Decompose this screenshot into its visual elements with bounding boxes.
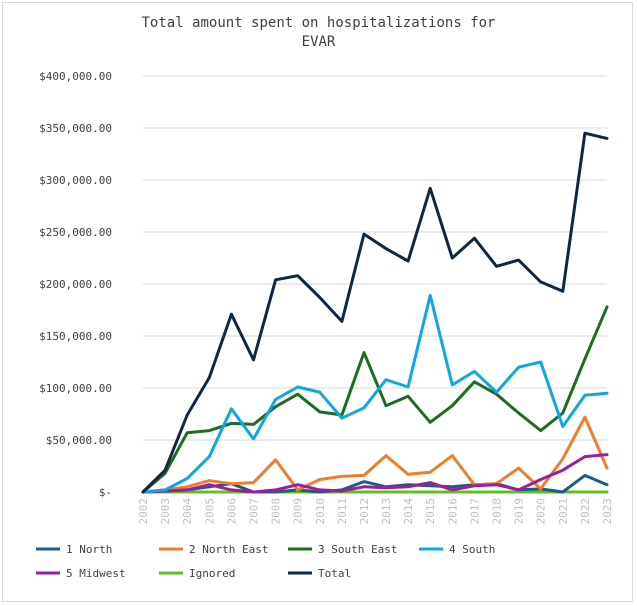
series-points-4-south <box>142 295 608 493</box>
chart-title: Total amount spent on hospitalizations f… <box>0 14 637 52</box>
x-tick-label: 2003 <box>159 498 172 525</box>
x-tick-label: 2004 <box>181 498 194 525</box>
legend-item-ignored: Ignored <box>159 567 235 580</box>
x-axis-tick-labels: 2002 2003 2004 2005 2006 2007 2008 2009 2010 2011… <box>137 498 614 525</box>
y-tick-label: $350,000.00 <box>39 122 112 135</box>
y-gridlines <box>143 75 607 493</box>
x-tick-label: 2013 <box>380 498 393 525</box>
chart-title-line-2: EVAR <box>301 34 336 50</box>
x-tick-label: 2006 <box>225 498 238 525</box>
legend-label: 5 Midwest <box>66 567 126 580</box>
y-tick-label: $400,000.00 <box>39 70 112 83</box>
x-tick-label: 2011 <box>336 498 349 525</box>
legend-label: 3 South East <box>318 543 397 556</box>
legend-item-1-north: 1 North <box>36 543 112 556</box>
series-line-total <box>141 131 609 494</box>
x-tick-label: 2010 <box>314 498 327 525</box>
x-tick-label: 2008 <box>270 498 283 525</box>
x-tick-label: 2022 <box>579 498 592 525</box>
x-tick-label: 2015 <box>424 498 437 525</box>
y-tick-label: $- <box>99 486 112 499</box>
x-tick-label: 2023 <box>601 498 614 525</box>
y-tick-label: $250,000.00 <box>39 226 112 239</box>
series-line-5-midwest <box>141 453 609 494</box>
x-tick-label: 2020 <box>535 498 548 525</box>
x-tick-label: 2021 <box>557 498 570 525</box>
series-points-total <box>142 133 608 493</box>
legend-item-5-midwest: 5 Midwest <box>36 567 126 580</box>
x-tick-label: 2017 <box>468 498 481 525</box>
series-line-4-south <box>141 293 609 494</box>
x-tick-label: 2012 <box>358 498 371 525</box>
x-tick-label: 2018 <box>491 498 504 525</box>
legend-label: 4 South <box>449 543 495 556</box>
legend-label: 1 North <box>66 543 112 556</box>
x-tick-label: 2019 <box>513 498 526 525</box>
series-line-2-north-east <box>141 415 609 494</box>
legend-item-total: Total <box>288 567 351 580</box>
legend-item-4-south: 4 South <box>419 543 495 556</box>
x-tick-label: 2007 <box>247 498 260 525</box>
legend: 1 North 2 North East 3 South East 4 South 5 … <box>36 543 495 580</box>
y-tick-label: $100,000.00 <box>39 382 112 395</box>
series-line-1-north <box>141 473 609 494</box>
y-axis-tick-labels: $- $50,000.00 $100,000.00 $150,000.00 $200,0… <box>39 70 112 499</box>
legend-label: Ignored <box>189 567 235 580</box>
legend-item-3-south-east: 3 South East <box>288 543 397 556</box>
chart-title-line-1: Total amount spent on hospitalizations f… <box>141 15 496 31</box>
y-tick-label: $200,000.00 <box>39 278 112 291</box>
y-tick-label: $300,000.00 <box>39 174 112 187</box>
x-tick-label: 2009 <box>292 498 305 525</box>
x-tick-label: 2014 <box>402 498 415 525</box>
y-tick-label: $150,000.00 <box>39 330 112 343</box>
series-lines <box>141 131 609 494</box>
series-line-3-south-east <box>141 305 609 494</box>
legend-label: 2 North East <box>189 543 268 556</box>
legend-item-2-north-east: 2 North East <box>159 543 268 556</box>
legend-label: Total <box>318 567 351 580</box>
x-tick-label: 2005 <box>203 498 216 525</box>
x-tick-label: 2002 <box>137 498 150 525</box>
y-tick-label: $50,000.00 <box>46 434 112 447</box>
x-tick-label: 2016 <box>446 498 459 525</box>
